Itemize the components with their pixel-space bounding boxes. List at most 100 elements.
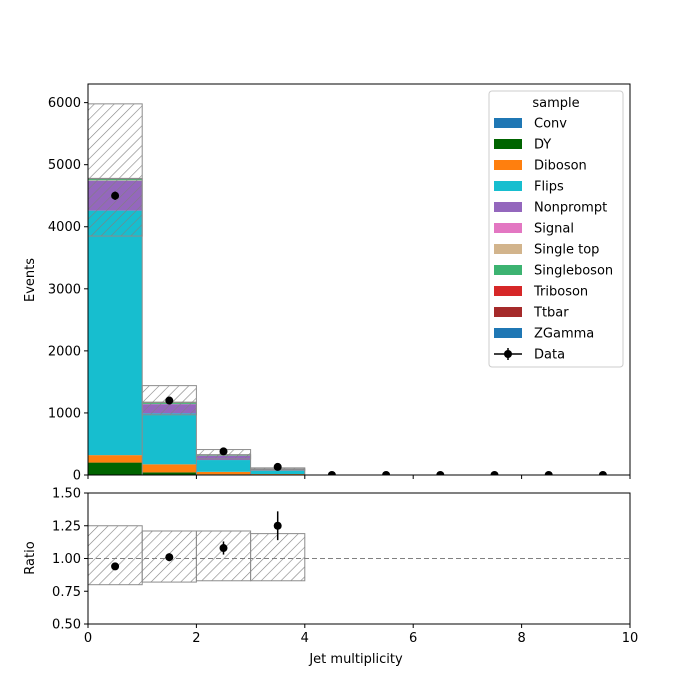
legend-entry: Conv: [494, 117, 567, 132]
legend-swatch: [494, 328, 522, 338]
ratio-uncertainty-band: [88, 525, 306, 586]
ratio-y-axis: 0.50 0.75 1.00 1.25 1.50: [52, 487, 88, 633]
main-x-axis: [87, 475, 631, 479]
ratio-uncertainty-box: [88, 525, 143, 586]
bar-segment: [142, 472, 197, 475]
y-tick-label: 5000: [48, 158, 81, 173]
legend-label: DY: [534, 138, 551, 153]
ratio-points: [111, 511, 282, 571]
y-tick-label: 3000: [48, 282, 81, 297]
legend-marker-point: [504, 350, 512, 358]
data-point: [544, 471, 553, 475]
y-tick-label: 6000: [48, 96, 81, 111]
main-plot-frame: [87, 83, 631, 476]
bar-segment: [88, 210, 143, 456]
ratio-uncertainty-box: [195, 530, 252, 582]
legend-entry: Diboson: [494, 159, 587, 174]
legend-label: Diboson: [534, 159, 587, 174]
data-point: [327, 471, 336, 475]
ratio-x-tick-label: 10: [622, 631, 639, 646]
ratio-y-tick-label: 0.50: [52, 618, 81, 633]
ratio-y-tick-label: 1.50: [52, 487, 81, 502]
legend-swatch: [494, 223, 522, 233]
main-y-axis: 0 1000 2000 3000 4000 5000 6000: [48, 96, 88, 484]
legend-frame: [488, 90, 624, 368]
ratio-point: [165, 553, 174, 562]
legend-swatch: [494, 202, 522, 212]
legend-entries: Conv DY Diboson Flips Nonprompt Signal Single …: [494, 117, 613, 363]
series-diboson: [88, 455, 305, 475]
ratio-plot-area: [88, 511, 630, 586]
bar-segment: [142, 464, 197, 473]
legend-swatch: [494, 286, 522, 296]
data-point: [382, 471, 391, 475]
legend-entry: Flips: [494, 180, 564, 195]
ratio-point: [219, 544, 228, 553]
legend: sample Conv DY Diboson Flips Nonprompt Signal…: [488, 90, 624, 368]
series-flips: [88, 210, 305, 475]
legend-swatch: [494, 265, 522, 275]
main-y-axis-label: Events: [23, 258, 38, 302]
main-plot: 0 1000 2000 3000 4000 5000 6000 Events: [23, 83, 631, 484]
data-point: [273, 462, 282, 471]
bar-segment: [88, 462, 143, 475]
legend-label: ZGamma: [534, 327, 594, 342]
uncertainty-band: [88, 103, 306, 471]
data-point: [219, 447, 228, 456]
y-tick-label: 1000: [48, 406, 81, 421]
data-point: [165, 396, 174, 405]
ratio-x-tick-label: 4: [301, 631, 309, 646]
legend-swatch: [494, 181, 522, 191]
bar-segment: [250, 470, 305, 475]
ratio-x-axis-label: Jet multiplicity: [308, 652, 403, 667]
uncertainty-box: [88, 103, 143, 237]
legend-entry: ZGamma: [494, 327, 594, 342]
legend-label: Nonprompt: [534, 201, 607, 216]
legend-label: Triboson: [533, 285, 588, 300]
data-point: [490, 471, 499, 475]
legend-label: Conv: [534, 117, 567, 132]
ratio-x-tick-label: 8: [517, 631, 525, 646]
legend-entry: Nonprompt: [494, 201, 607, 216]
bar-segment: [250, 474, 305, 475]
ratio-x-tick-label: 2: [192, 631, 200, 646]
legend-title: sample: [532, 96, 579, 111]
legend-swatch: [494, 244, 522, 254]
legend-label: Flips: [534, 180, 564, 195]
ratio-y-tick-label: 1.00: [52, 552, 81, 567]
legend-entry: DY: [494, 138, 551, 153]
legend-entry: Ttbar: [494, 306, 569, 321]
ratio-y-axis-label: Ratio: [23, 541, 38, 574]
y-tick-label: 4000: [48, 220, 81, 235]
y-tick-label: 2000: [48, 344, 81, 359]
legend-entry: Single top: [494, 243, 599, 258]
legend-swatch: [494, 139, 522, 149]
legend-label: Signal: [534, 222, 574, 237]
legend-swatch: [494, 160, 522, 170]
bar-segment: [88, 455, 143, 463]
legend-label: Single top: [534, 243, 599, 258]
legend-entry: Singleboson: [494, 264, 613, 279]
data-point: [436, 471, 445, 475]
ratio-point: [273, 521, 282, 530]
bar-segment: [196, 471, 251, 475]
legend-label: Data: [534, 348, 565, 363]
ratio-plot: 0.50 0.75 1.00 1.25 1.50 0 2 4 6 8 10 Ratio Jet m…: [23, 487, 638, 668]
legend-entry: Data: [494, 348, 565, 363]
y-tick-label: 0: [73, 469, 81, 484]
ratio-x-tick-label: 0: [84, 631, 92, 646]
legend-entry: Signal: [494, 222, 574, 237]
main-plot-area: [88, 103, 607, 475]
ratio-uncertainty-box: [250, 533, 306, 582]
ratio-point: [111, 562, 120, 571]
data-point: [598, 471, 607, 475]
data-points: [111, 191, 607, 475]
bar-segment: [196, 460, 251, 472]
legend-entry: Triboson: [494, 285, 588, 300]
bar-segment: [142, 413, 197, 465]
legend-label: Singleboson: [534, 264, 613, 279]
legend-swatch: [494, 307, 522, 317]
legend-label: Ttbar: [533, 306, 569, 321]
ratio-x-axis: 0 2 4 6 8 10: [84, 624, 638, 646]
